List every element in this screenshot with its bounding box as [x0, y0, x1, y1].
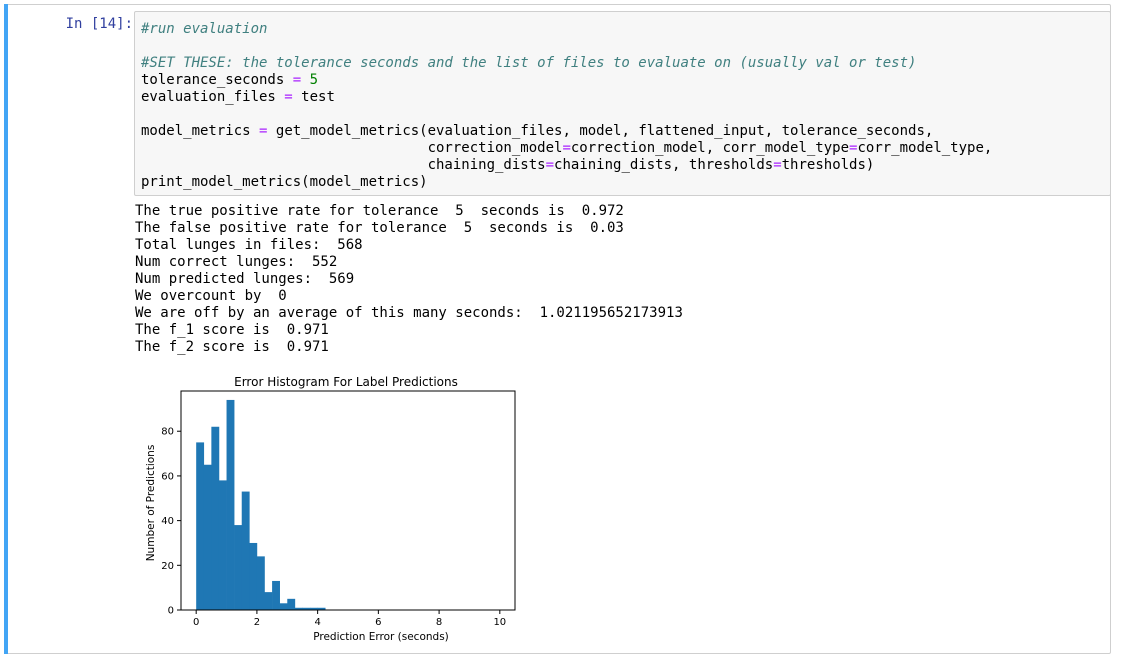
- code-comment: #run evaluation: [141, 21, 268, 37]
- code-operator: =: [849, 140, 858, 156]
- output-line: Total lunges in files: 568: [135, 237, 363, 253]
- notebook-cell[interactable]: In [14]: #run evaluation #SET THESE: the…: [4, 4, 1111, 654]
- output-line: The f_2 score is 0.971: [135, 339, 329, 355]
- axis-ticks: 0 2 4 6 8 10 0 20 40 60 80: [161, 427, 506, 628]
- histogram-bar: [317, 607, 326, 610]
- code-operator: =: [284, 89, 293, 105]
- code-comment: #SET THESE: the tolerance seconds and th…: [141, 55, 917, 71]
- histogram-bar: [264, 592, 273, 610]
- histogram-bar: [218, 480, 227, 610]
- x-tick-label: 6: [375, 617, 381, 628]
- histogram-bar: [272, 580, 280, 610]
- y-tick-label: 60: [161, 471, 174, 482]
- code-operator: =: [292, 72, 302, 88]
- histogram-bar: [211, 426, 220, 610]
- histogram-bars: [196, 399, 326, 610]
- x-axis-label: Prediction Error (seconds): [313, 631, 449, 643]
- input-prompt: In [14]:: [65, 16, 133, 32]
- y-tick-label: 80: [161, 427, 174, 438]
- histogram-bar: [226, 399, 235, 610]
- code-token: get_model_metrics(evaluation_files, mode…: [275, 123, 934, 139]
- y-tick-label: 0: [168, 606, 174, 617]
- x-tick-label: 4: [314, 617, 320, 628]
- code-editor[interactable]: #run evaluation #SET THESE: the toleranc…: [141, 21, 992, 191]
- code-operator: =: [773, 157, 782, 173]
- code-token: chaining_dists: [427, 157, 546, 173]
- histogram-bar: [256, 556, 265, 610]
- output-line: Num predicted lunges: 569: [135, 271, 355, 287]
- code-number: 5: [309, 72, 319, 88]
- output-line: The false positive rate for tolerance 5 …: [135, 220, 624, 236]
- plot-frame: [180, 390, 516, 611]
- code-token: corr_model_type,: [857, 140, 993, 156]
- histogram-bar: [196, 442, 205, 610]
- histogram-bar: [310, 607, 318, 610]
- histogram-bar: [249, 542, 258, 610]
- code-token: correction_model: [427, 140, 563, 156]
- x-tick-label: 8: [436, 617, 442, 628]
- code-operator: =: [562, 140, 571, 156]
- output-line: We overcount by 0: [135, 288, 287, 304]
- error-histogram-chart: Error Histogram For Label Predictions Pr…: [145, 375, 516, 643]
- code-token: tolerance_seconds: [141, 72, 285, 88]
- code-token: chaining_dists, thresholds: [554, 157, 774, 173]
- output-line: The f_1 score is 0.971: [135, 322, 329, 338]
- x-tick-label: 10: [493, 617, 506, 628]
- histogram-bar: [302, 607, 311, 610]
- histogram-bar: [234, 525, 243, 610]
- code-token: correction_model, corr_model_type: [570, 140, 850, 156]
- histogram-bar: [203, 464, 212, 610]
- x-tick-label: 2: [254, 617, 260, 628]
- cell-selection-bar: [4, 4, 8, 654]
- code-token: test: [301, 89, 335, 105]
- histogram-bar: [287, 598, 296, 610]
- output-line: Num correct lunges: 552: [135, 254, 338, 270]
- y-axis-label: Number of Predictions: [145, 445, 157, 562]
- code-operator: =: [259, 123, 268, 139]
- code-input-area[interactable]: #run evaluation #SET THESE: the toleranc…: [134, 11, 1111, 196]
- cell-output: The true positive rate for tolerance 5 s…: [135, 203, 683, 356]
- code-token: model_metrics: [141, 123, 251, 139]
- histogram-bar: [279, 603, 288, 610]
- code-token: thresholds): [781, 157, 875, 173]
- code-operator: =: [545, 157, 555, 173]
- output-line: We are off by an average of this many se…: [135, 305, 683, 321]
- x-tick-label: 0: [193, 617, 199, 628]
- y-tick-label: 40: [161, 516, 174, 527]
- histogram-bar: [241, 491, 250, 610]
- y-tick-label: 20: [161, 561, 174, 572]
- code-token: evaluation_files: [141, 89, 276, 105]
- chart-title: Error Histogram For Label Predictions: [234, 375, 458, 389]
- histogram-bar: [294, 607, 303, 610]
- output-line: The true positive rate for tolerance 5 s…: [135, 203, 624, 219]
- code-token: print_model_metrics(model_metrics): [141, 174, 428, 190]
